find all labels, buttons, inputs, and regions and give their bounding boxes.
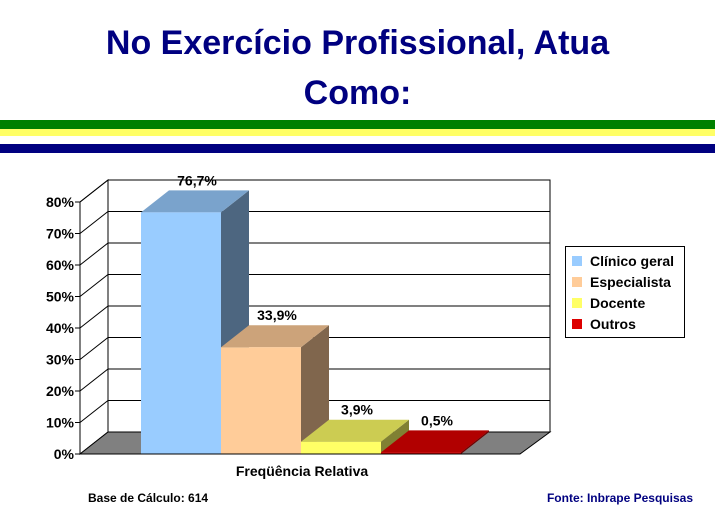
bar-top xyxy=(141,190,249,213)
legend-item: Docente xyxy=(566,292,684,313)
bar xyxy=(221,347,301,454)
bar-top xyxy=(221,325,329,348)
gridline xyxy=(79,274,550,297)
bar-side xyxy=(461,430,489,454)
bar xyxy=(141,212,221,454)
bar-data-label: 76,7% xyxy=(177,172,217,188)
bar xyxy=(301,441,381,454)
bar-chart: 0% 10% 20% 30% 40% 50% 60% 70% 80% 76,7% 33,9% 3,9%… xyxy=(46,172,552,479)
bar-side xyxy=(381,419,409,454)
base-calculo-note: Base de Cálculo: 614 xyxy=(88,491,209,505)
legend-label: Docente xyxy=(590,294,646,311)
legend-swatch xyxy=(572,318,582,329)
gridline xyxy=(79,242,550,266)
page-title-line1: No Exercício Profissional, Atua xyxy=(105,24,610,62)
page-title: No Exercício Profissional, Atua Como: xyxy=(0,18,715,118)
gridline xyxy=(79,179,550,203)
legend-label: Especialista xyxy=(590,273,671,290)
y-tick-label: 60% xyxy=(46,257,75,273)
stripe-green xyxy=(0,120,715,129)
y-tick-label: 40% xyxy=(46,320,75,336)
gridline xyxy=(79,337,550,360)
y-tick-label: 30% xyxy=(46,352,75,368)
stripe-navy xyxy=(0,144,715,153)
bar-data-label: 0,5% xyxy=(421,412,453,428)
chart-legend: Clínico geral Especialista Docente Outros xyxy=(565,246,685,338)
legend-item: Clínico geral xyxy=(566,250,684,271)
gridline xyxy=(79,305,550,329)
y-tick-label: 10% xyxy=(46,415,75,431)
bar-top xyxy=(301,419,409,442)
gridline xyxy=(79,400,550,423)
gridline xyxy=(79,368,550,392)
page-title-line2: Como: xyxy=(303,74,412,112)
legend-swatch xyxy=(572,297,582,308)
y-tick-label: 0% xyxy=(54,446,75,462)
x-axis-label: Freqüência Relativa xyxy=(236,463,368,479)
legend-swatch xyxy=(572,255,582,266)
bar xyxy=(381,452,461,454)
legend-label: Outros xyxy=(590,315,636,332)
source-note: Fonte: Inbrape Pesquisas xyxy=(546,491,693,505)
y-tick-label: 50% xyxy=(46,289,75,305)
y-tick-label: 80% xyxy=(46,194,75,210)
legend-label: Clínico geral xyxy=(590,252,675,269)
y-tick-label: 70% xyxy=(46,226,75,242)
bar-top xyxy=(381,430,489,453)
legend-swatch xyxy=(572,276,582,287)
bar-side xyxy=(301,325,329,454)
stripe-yellow xyxy=(0,129,715,136)
y-tick-label: 20% xyxy=(46,383,75,399)
legend-item: Especialista xyxy=(566,271,684,292)
gridline xyxy=(79,211,550,234)
bar-data-label: 33,9% xyxy=(257,307,297,323)
bar-data-label: 3,9% xyxy=(341,402,373,418)
legend-item: Outros xyxy=(566,313,684,334)
